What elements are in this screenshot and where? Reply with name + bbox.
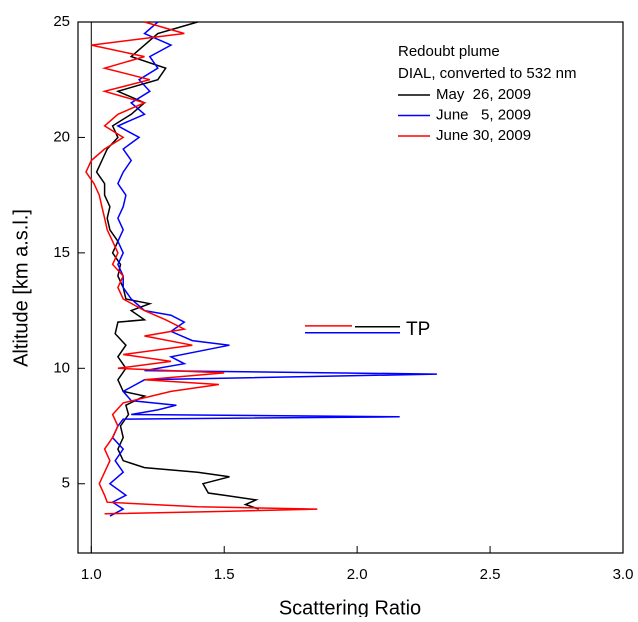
y-tick-label: 20: [53, 128, 70, 145]
x-axis-label: Scattering Ratio: [279, 597, 421, 617]
profile-line: [95, 21, 260, 510]
legend-label: June 5, 2009: [436, 106, 531, 123]
x-tick-label: 2.5: [480, 566, 501, 583]
y-tick-label: 15: [53, 244, 70, 261]
y-tick-label: 10: [53, 359, 70, 376]
profile-line: [85, 21, 318, 515]
x-tick-label: 1.5: [214, 566, 235, 583]
y-tick-label: 5: [62, 475, 70, 492]
x-tick-label: 1.0: [81, 566, 102, 583]
legend-label: June 30, 2009: [436, 127, 531, 144]
profile-line: [108, 21, 437, 517]
tp-label: TP: [406, 319, 430, 340]
y-axis-label: Altitude [km a.s.l.]: [10, 209, 32, 367]
x-tick-label: 3.0: [613, 566, 634, 583]
y-tick-label: 25: [53, 13, 70, 30]
legend-title: Redoubt plume: [398, 43, 500, 60]
x-tick-label: 2.0: [347, 566, 368, 583]
plot-frame: [77, 21, 624, 554]
legend-label: May 26, 2009: [436, 86, 531, 103]
legend-title: DIAL, converted to 532 nm: [398, 65, 576, 82]
